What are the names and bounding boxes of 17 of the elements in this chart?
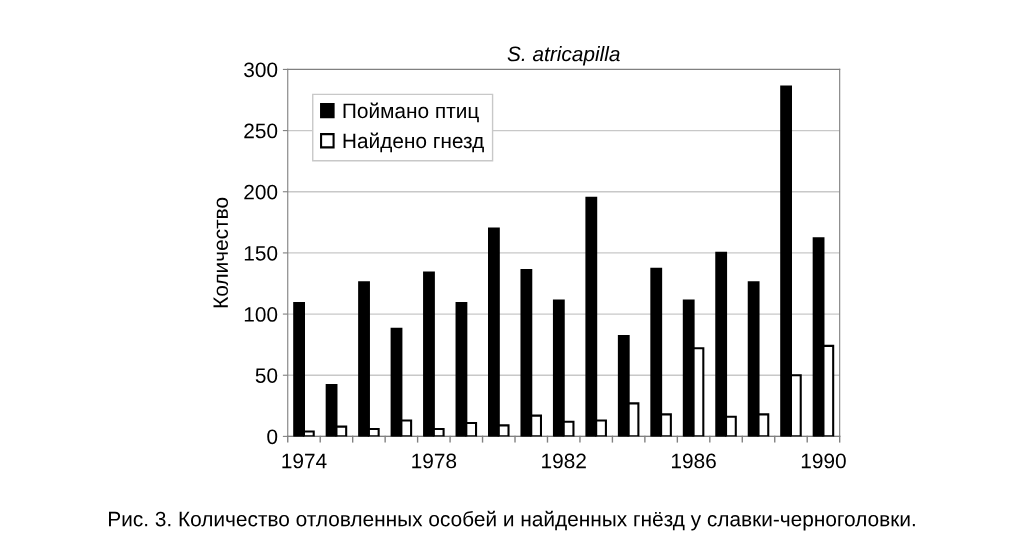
x-tick-label: 1986 <box>672 453 716 469</box>
y-tick-label: 100 <box>244 307 278 322</box>
y-tick-label: 200 <box>244 184 278 200</box>
y-tick-label: 250 <box>244 123 278 139</box>
x-tick-label: 1990 <box>801 453 846 469</box>
y-tick-label: 0 <box>267 429 278 445</box>
y-axis-title: Количество <box>213 197 229 308</box>
text: Рис. 3. Количество отловленных особей и найденных гнёзд у славки-черноголовки. <box>109 510 915 531</box>
x-tick-label: 1974 <box>282 453 327 469</box>
x-tick-label: 1978 <box>412 453 457 469</box>
x-tick-label: 1982 <box>542 453 586 469</box>
legend-label: Найдено гнезд <box>343 132 484 153</box>
chart-title: S. atricapilla <box>507 46 620 66</box>
y-tick-label: 300 <box>244 62 278 78</box>
y-tick-label: 50 <box>255 368 278 383</box>
y-tick-label: 150 <box>244 245 278 261</box>
legend-label: Поймано птиц <box>343 102 479 123</box>
